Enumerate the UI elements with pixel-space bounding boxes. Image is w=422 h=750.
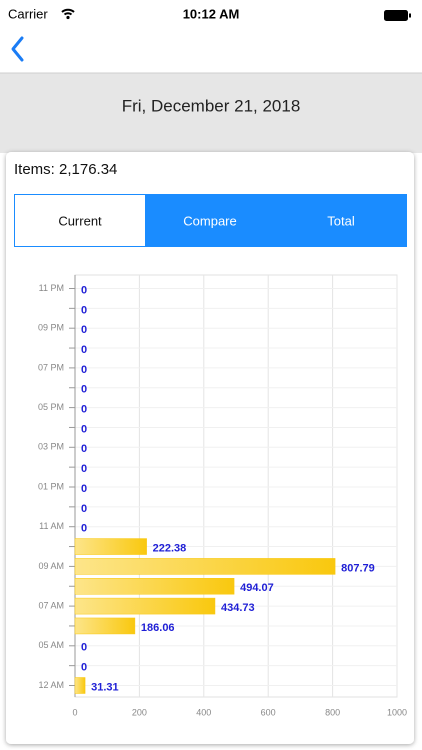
value-label: 0	[81, 423, 87, 435]
value-label: 0	[81, 483, 87, 495]
value-label: 0	[81, 463, 87, 475]
value-label: 31.31	[91, 681, 119, 693]
items-total: Items: 2,176.34	[14, 161, 117, 178]
value-label: 494.07	[240, 582, 274, 594]
value-label: 0	[81, 324, 87, 336]
carrier: Carrier	[8, 6, 48, 21]
value-label: 807.79	[341, 562, 375, 574]
value-label: 0	[81, 523, 87, 535]
segment-label[interactable]: Total	[327, 213, 355, 228]
y-tick-label: 03 PM	[38, 442, 64, 452]
battery-tip	[409, 13, 411, 18]
value-label: 0	[81, 642, 87, 654]
y-tick-label: 07 AM	[38, 600, 64, 610]
value-label: 222.38	[153, 542, 187, 554]
y-tick-label: 07 PM	[38, 362, 64, 372]
value-label: 0	[81, 344, 87, 356]
bar	[74, 597, 216, 615]
y-tick-label: 05 AM	[38, 640, 64, 650]
y-tick-label: 12 AM	[38, 680, 64, 690]
bar	[74, 578, 235, 595]
value-label: 0	[81, 662, 87, 674]
card	[6, 152, 414, 744]
value-label: 434.73	[221, 602, 255, 614]
x-tick-label: 400	[196, 707, 211, 717]
x-tick-label: 0	[72, 707, 77, 717]
bar	[74, 538, 147, 555]
back-button[interactable]	[11, 36, 24, 62]
date-title: Fri, December 21, 2018	[122, 96, 301, 115]
value-label: 0	[81, 284, 87, 296]
segment-current[interactable]	[14, 194, 146, 247]
value-label: 0	[81, 304, 87, 316]
x-tick-label: 1000	[387, 707, 407, 717]
y-tick-label: 01 PM	[38, 481, 64, 491]
date-band	[0, 73, 422, 153]
value-label: 186.06	[141, 622, 175, 634]
bar	[74, 617, 136, 635]
bar	[74, 558, 336, 575]
value-label: 0	[81, 364, 87, 376]
wifi-dot	[66, 15, 70, 20]
x-tick-label: 200	[132, 707, 147, 717]
y-tick-label: 09 PM	[38, 323, 64, 333]
clock: 10:12 AM	[183, 6, 240, 21]
battery	[384, 10, 408, 21]
wifi-icon	[61, 8, 75, 16]
y-tick-label: 05 PM	[38, 402, 64, 412]
segment-label[interactable]: Current	[58, 213, 102, 228]
y-tick-label: 09 AM	[38, 561, 64, 571]
x-tick-label: 800	[325, 707, 340, 717]
x-tick-label: 600	[261, 707, 276, 717]
value-label: 0	[81, 503, 87, 515]
value-label: 0	[81, 384, 87, 396]
value-label: 0	[81, 404, 87, 416]
y-tick-label: 11 PM	[39, 283, 64, 293]
y-tick-label: 11 AM	[39, 521, 64, 531]
value-label: 0	[81, 443, 87, 455]
bar	[74, 677, 86, 694]
segment-label[interactable]: Compare	[183, 213, 236, 228]
